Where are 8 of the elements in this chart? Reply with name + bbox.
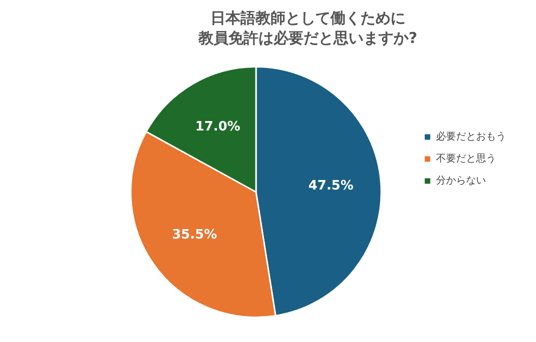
legend-label: 必要だとおもう (436, 130, 506, 143)
data-label: 47.5% (308, 178, 354, 194)
legend-label: 分からない (436, 174, 486, 187)
data-label: 17.0% (195, 120, 240, 135)
chart-subtitle: 教員免許は必要だと思いますか? (198, 28, 418, 47)
legend-label: 不要だと思う (436, 154, 496, 165)
data-label: 35.5% (172, 228, 218, 243)
chart-title: 日本語教師として働くために (210, 8, 406, 27)
